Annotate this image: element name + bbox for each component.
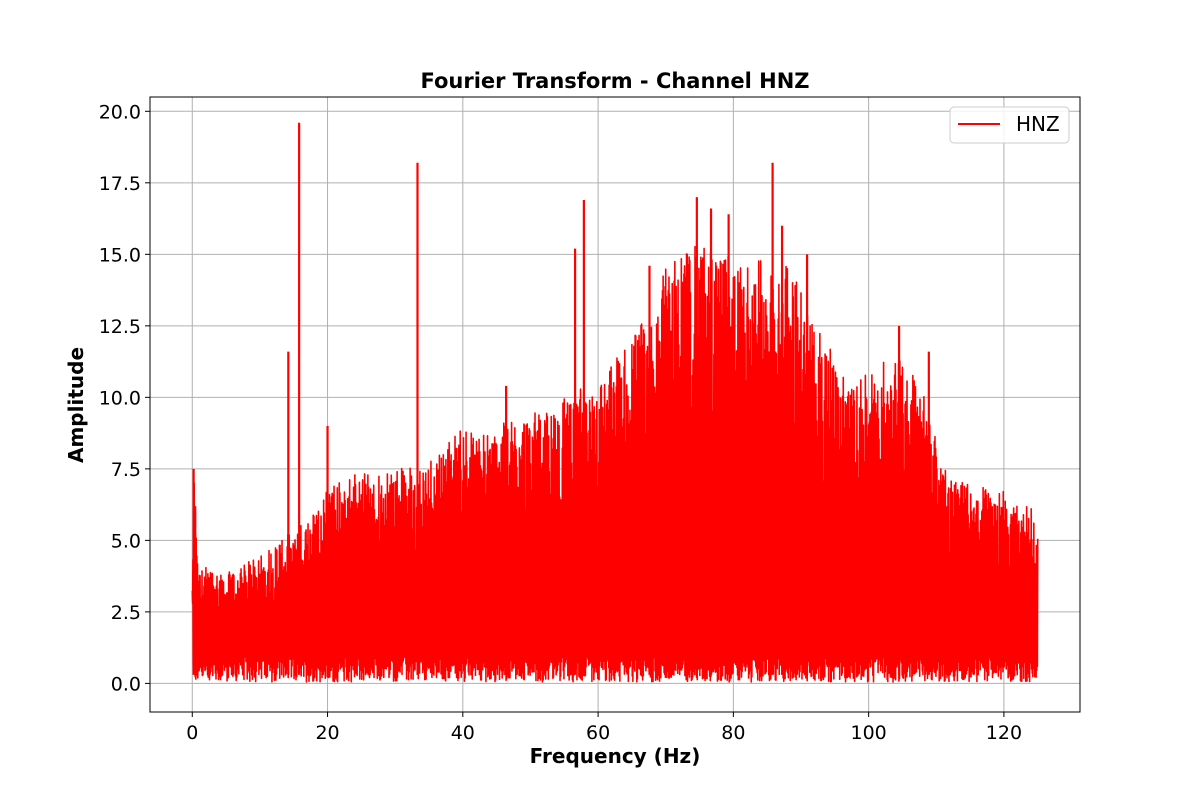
y-tick-label: 7.5 [111,459,141,481]
y-tick-label: 10.0 [99,387,141,409]
x-tick-label: 80 [721,722,745,744]
x-tick-label: 40 [451,722,475,744]
x-tick-label: 100 [851,722,887,744]
legend-label-hnz: HNZ [1016,112,1060,136]
y-tick-label: 15.0 [99,244,141,266]
series-hnz [192,123,1037,682]
y-tick-label: 17.5 [99,173,141,195]
y-tick-label: 20.0 [99,101,141,123]
spectrum-line-hnz [192,247,1037,682]
legend: HNZ [950,107,1069,143]
x-axis-label: Frequency (Hz) [530,744,701,768]
chart-title: Fourier Transform - Channel HNZ [420,69,809,93]
y-tick-label: 12.5 [99,316,141,338]
y-tick-label: 2.5 [111,602,141,624]
y-axis-label: Amplitude [64,347,88,463]
x-tick-label: 20 [315,722,339,744]
y-tick-label: 5.0 [111,530,141,552]
y-tick-label: 0.0 [111,673,141,695]
x-tick-label: 0 [186,722,198,744]
x-tick-label: 60 [586,722,610,744]
x-tick-label: 120 [986,722,1022,744]
